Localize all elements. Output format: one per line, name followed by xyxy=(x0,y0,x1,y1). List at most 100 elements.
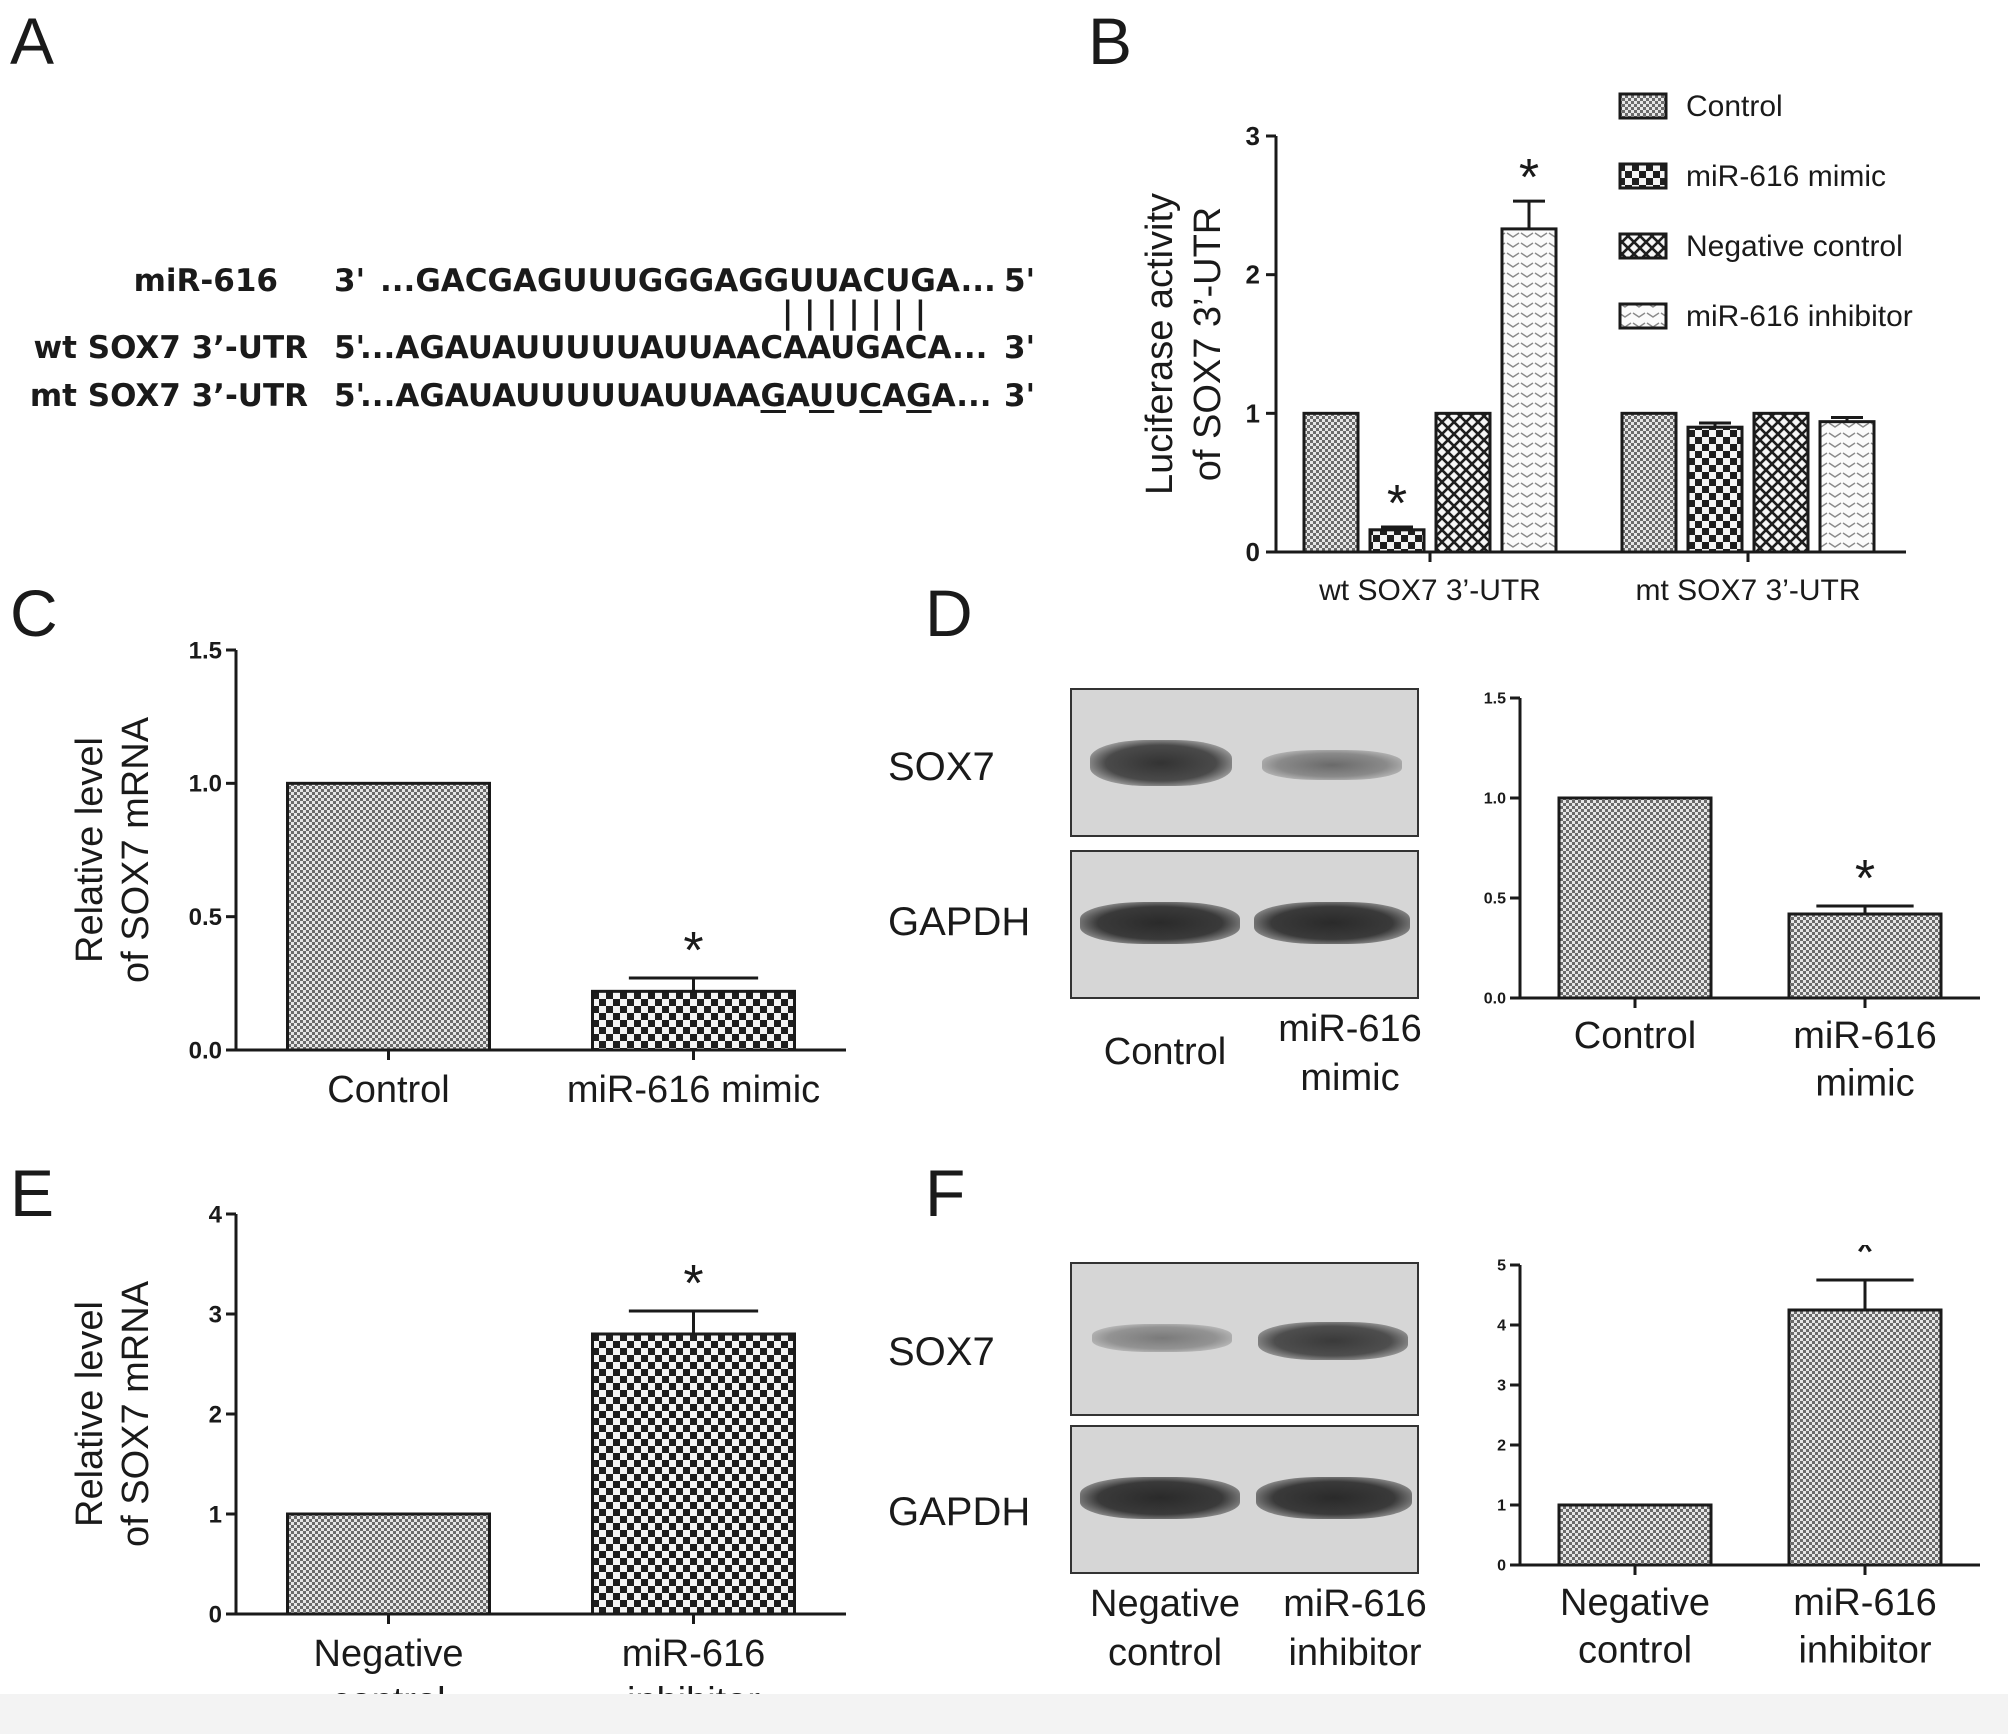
seq-wt: ...AGAUAUUUUUAUUAACAAUGACA... xyxy=(360,330,988,366)
chart-sox7-mrna-inhibitor: 01234NegativecontrolmiR-616inhibitor*Rel… xyxy=(69,1201,846,1723)
y-tick-label: 3 xyxy=(209,1301,222,1328)
y-tick-label: 3 xyxy=(1497,1378,1506,1395)
bar xyxy=(286,781,491,1052)
blot-d-row-label-gapdh: GAPDH xyxy=(888,900,1031,944)
mutated-base: G xyxy=(760,378,786,414)
y-axis-label: of SOX7 mRNA xyxy=(115,1280,157,1547)
x-tick-label: Negative xyxy=(1560,1582,1710,1624)
blot-band xyxy=(1254,902,1410,944)
significance-star: * xyxy=(1387,475,1407,533)
seq-label-mir616: miR-616 xyxy=(133,263,278,299)
y-tick-label: 2 xyxy=(1497,1438,1506,1455)
panel-label-f: F xyxy=(925,1156,966,1230)
blot-d-gapdh xyxy=(1070,850,1419,999)
bar xyxy=(1620,411,1678,554)
legend-label: miR-616 mimic xyxy=(1686,160,1886,193)
mutated-base: G xyxy=(906,378,932,414)
y-tick-label: 0 xyxy=(209,1601,222,1628)
bar xyxy=(1302,411,1360,554)
x-tick-label: inhibitor xyxy=(1798,1630,1931,1672)
x-tick-label: control xyxy=(1578,1630,1692,1672)
panel-label-e: E xyxy=(10,1156,55,1230)
y-tick-label: 1 xyxy=(1497,1498,1506,1515)
blot-band xyxy=(1090,740,1232,786)
legend-swatch xyxy=(1618,232,1668,260)
bar xyxy=(591,1332,796,1616)
legend-swatch xyxy=(1618,92,1668,120)
x-tick-label: mimic xyxy=(1815,1063,1914,1105)
bar xyxy=(286,1512,491,1616)
x-tick-label: Negative xyxy=(314,1633,464,1675)
blot-f-lane-2: miR-616 inhibitor xyxy=(1283,1583,1427,1675)
legend-swatch xyxy=(1618,302,1668,330)
chart-luciferase: 0 1 2 3 wt SOX7 3’-UTR mt SOX7 3’-UTR * * Lucife… xyxy=(1139,90,1913,607)
blot-f-sox7 xyxy=(1070,1262,1419,1416)
significance-star: * xyxy=(1519,149,1539,207)
seq-prime-mir616-start: 3' xyxy=(334,263,366,299)
x-tick-label: mt SOX7 3’-UTR xyxy=(1635,574,1860,607)
seq-label-wt: wt SOX7 3’-UTR xyxy=(33,330,309,366)
blot-d-lane-1: Control xyxy=(1103,1031,1227,1073)
panel-label-d: D xyxy=(925,576,973,650)
seq-prime-mt-start: 5' xyxy=(334,378,366,414)
x-tick-label: miR-616 xyxy=(622,1633,766,1675)
blot-band xyxy=(1080,1477,1240,1519)
y-tick-label: 0 xyxy=(1497,1558,1506,1575)
y-tick-label: 3 xyxy=(1246,121,1260,151)
bar xyxy=(1787,1308,1943,1567)
mutated-base: U xyxy=(809,378,835,414)
blot-f-row-label-sox7: SOX7 xyxy=(888,1330,995,1374)
blot-band xyxy=(1092,1324,1232,1352)
blot-f-lane-1: Negative control xyxy=(1090,1583,1240,1675)
seq-mt: ...AGAUAUUUUUAUUAAGAUUCAGA... xyxy=(360,378,992,414)
blot-f-gapdh xyxy=(1070,1425,1419,1574)
blot-band xyxy=(1258,1322,1408,1360)
y-axis-label: Relative level xyxy=(69,1301,111,1527)
x-tick-label: miR-616 xyxy=(1793,1015,1937,1057)
seq-prime-wt-end: 3' xyxy=(1004,330,1036,366)
bar xyxy=(591,989,796,1052)
y-tick-label: 0.0 xyxy=(1484,991,1506,1008)
y-tick-label: 2 xyxy=(1246,260,1260,290)
chart-sox7-mrna-mimic: 0.0 0.5 1.0 1.5 Control miR-616 mimic * Relativ… xyxy=(69,637,846,1111)
y-tick-label: 1.0 xyxy=(189,771,222,798)
y-tick-label: 1 xyxy=(1246,398,1260,428)
significance-star: * xyxy=(683,1255,703,1313)
bar xyxy=(1368,528,1426,554)
significance-star: * xyxy=(683,922,703,980)
seq-prime-mt-end: 3' xyxy=(1004,378,1036,414)
legend-swatch xyxy=(1618,162,1668,190)
y-tick-label: 0.5 xyxy=(189,904,222,931)
y-tick-label: 1.5 xyxy=(189,637,222,664)
blot-band xyxy=(1262,750,1402,780)
blot-d-row-label-sox7: SOX7 xyxy=(888,745,995,789)
panel-label-c: C xyxy=(10,576,58,650)
y-tick-label: 4 xyxy=(209,1201,223,1228)
y-tick-label: 1 xyxy=(209,1501,222,1528)
mutated-base: C xyxy=(859,378,883,414)
legend-label: Negative control xyxy=(1686,230,1903,263)
y-axis-label: Relative level xyxy=(69,737,111,963)
y-tick-label: 1.0 xyxy=(1484,791,1506,808)
y-tick-label: 0.5 xyxy=(1484,891,1506,908)
seq-prime-wt-start: 5' xyxy=(334,330,366,366)
panel-label-b: B xyxy=(1088,4,1133,78)
seq-label-mt: mt SOX7 3’-UTR xyxy=(29,378,308,414)
y-axis-label: of SOX7 3’-UTR xyxy=(1187,207,1229,482)
chart-sox7-protein-mimic: 0.0 0.5 1.0 1.5 Control miR-616 mimic * xyxy=(1484,691,1980,1105)
bar xyxy=(1434,411,1492,554)
footer-strip xyxy=(0,1694,2008,1734)
chart-sox7-protein-inhibitor: 0 1 2 3 4 5 Negative control miR-616 inhibitor * xyxy=(1497,1245,1980,1672)
bar xyxy=(1787,912,1943,1000)
y-tick-label: 4 xyxy=(1497,1318,1506,1335)
panel-label-a: A xyxy=(10,4,55,78)
y-tick-label: 0.0 xyxy=(189,1037,222,1064)
x-tick-label: wt SOX7 3’-UTR xyxy=(1318,574,1541,607)
legend-label: Control xyxy=(1686,90,1783,123)
blot-f-row-label-gapdh: GAPDH xyxy=(888,1490,1031,1534)
y-tick-label: 2 xyxy=(209,1401,222,1428)
y-tick-label: 0 xyxy=(1246,537,1260,567)
bar xyxy=(1752,411,1810,554)
y-tick-label: 1.5 xyxy=(1484,691,1506,708)
seq-prime-mir616-end: 5' xyxy=(1004,263,1036,299)
